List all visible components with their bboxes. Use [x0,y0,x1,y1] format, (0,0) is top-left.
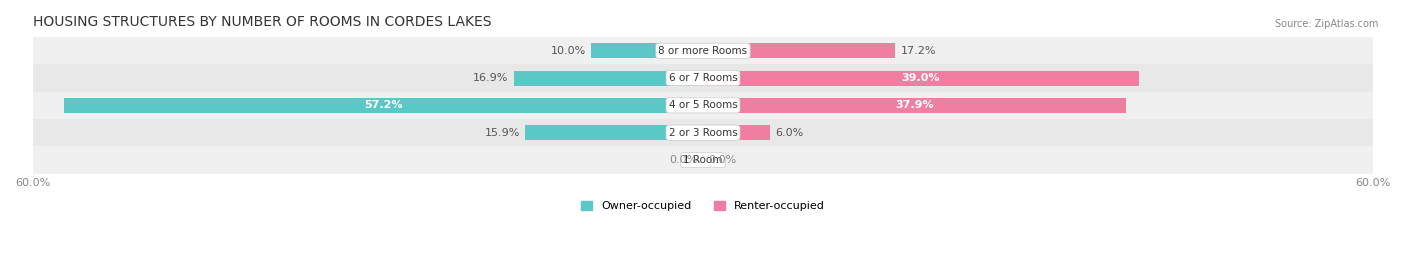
Bar [703,70,1139,86]
Text: 0.0%: 0.0% [709,155,737,165]
Text: 8 or more Rooms: 8 or more Rooms [658,46,748,56]
Text: 6 or 7 Rooms: 6 or 7 Rooms [669,73,737,83]
Text: Source: ZipAtlas.com: Source: ZipAtlas.com [1274,19,1378,29]
Text: 57.2%: 57.2% [364,100,402,110]
Text: 37.9%: 37.9% [896,100,934,110]
Text: 15.9%: 15.9% [485,128,520,138]
Bar [703,98,1126,113]
Bar [32,64,1374,92]
Bar [592,43,703,58]
Text: 17.2%: 17.2% [901,46,936,56]
Text: 6.0%: 6.0% [776,128,804,138]
Bar [703,43,896,58]
Text: 10.0%: 10.0% [550,46,586,56]
Bar [32,92,1374,119]
Bar [703,125,770,140]
Bar [63,98,703,113]
Legend: Owner-occupied, Renter-occupied: Owner-occupied, Renter-occupied [576,197,830,216]
Text: 0.0%: 0.0% [669,155,697,165]
Text: HOUSING STRUCTURES BY NUMBER OF ROOMS IN CORDES LAKES: HOUSING STRUCTURES BY NUMBER OF ROOMS IN… [32,15,491,29]
Text: 1 Room: 1 Room [683,155,723,165]
Bar [32,37,1374,64]
Text: 39.0%: 39.0% [901,73,941,83]
Bar [32,119,1374,146]
Text: 16.9%: 16.9% [474,73,509,83]
Bar [526,125,703,140]
Text: 4 or 5 Rooms: 4 or 5 Rooms [669,100,737,110]
Bar [515,70,703,86]
Text: 2 or 3 Rooms: 2 or 3 Rooms [669,128,737,138]
Bar [32,146,1374,174]
